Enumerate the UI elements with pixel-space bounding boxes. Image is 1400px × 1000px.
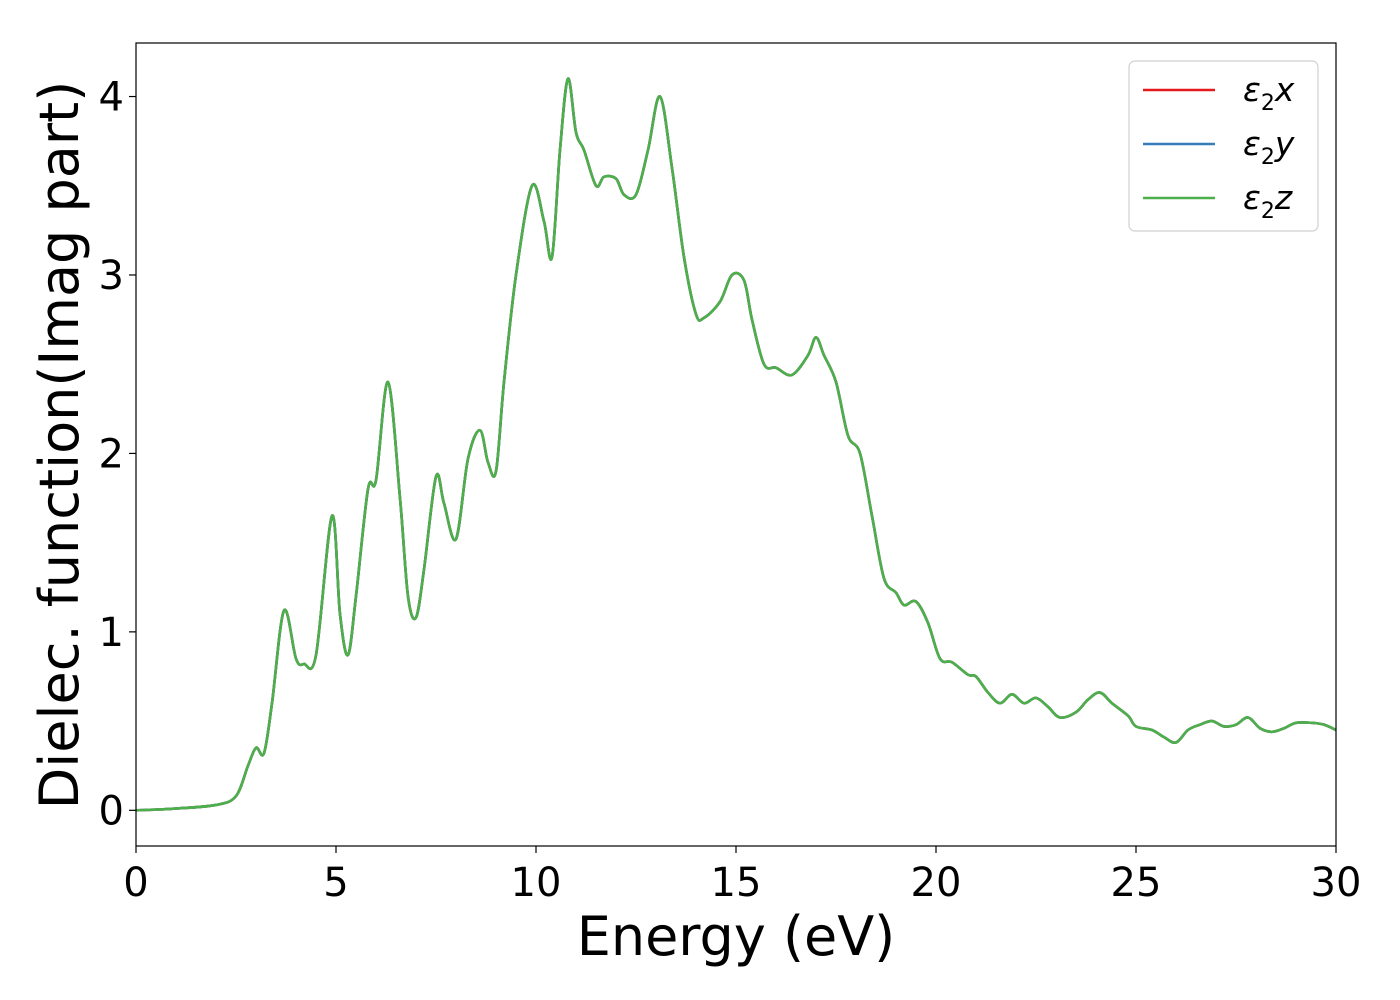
legend-label-subscript: 2 (1261, 91, 1275, 116)
x-axis-ticks: 0 5 10 15 20 25 30 (123, 846, 1361, 906)
y-axis-label: Dielec. function(Imag part) (28, 81, 91, 810)
legend-label-suffix: y (1274, 124, 1295, 163)
series-line-z (136, 77, 1336, 812)
x-tick-label: 0 (123, 860, 148, 906)
legend-box (1128, 60, 1319, 232)
legend-label-base: ε (1243, 178, 1261, 217)
y-tick-label: 4 (99, 75, 124, 121)
x-tick-label: 10 (511, 860, 562, 906)
legend-label-x: ε2x (1243, 70, 1295, 116)
legend-label-y: ε2y (1243, 124, 1295, 170)
y-axis-ticks: 0 1 2 3 4 (99, 75, 136, 834)
y-tick-label: 3 (99, 253, 124, 299)
legend-label-z: ε2z (1243, 178, 1293, 224)
x-tick-label: 5 (323, 860, 348, 906)
series-layer (136, 77, 1336, 812)
x-tick-label: 20 (911, 860, 962, 906)
legend-label-suffix: z (1274, 178, 1293, 217)
legend-label-base: ε (1243, 70, 1261, 109)
legend-label-suffix: x (1274, 70, 1295, 109)
x-tick-label: 25 (1111, 860, 1162, 906)
x-axis-label: Energy (eV) (577, 905, 896, 968)
y-tick-label: 1 (99, 610, 124, 656)
x-tick-label: 15 (711, 860, 762, 906)
x-tick-label: 30 (1311, 860, 1362, 906)
legend-label-subscript: 2 (1261, 199, 1275, 224)
legend-label-subscript: 2 (1261, 145, 1275, 170)
y-tick-label: 0 (99, 788, 124, 834)
y-tick-label: 2 (99, 431, 124, 477)
legend-label-base: ε (1243, 124, 1261, 163)
